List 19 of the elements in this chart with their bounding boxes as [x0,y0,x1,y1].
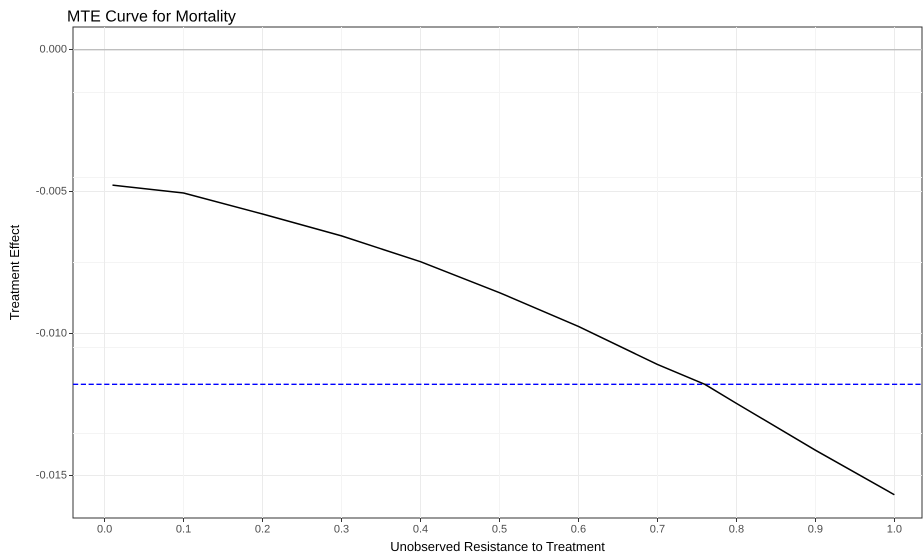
y-tick-label: -0.005 [36,186,67,198]
x-tick-label: 0.8 [728,524,744,536]
x-tick-label: 0.4 [412,524,428,536]
x-tick-label: 1.0 [886,524,902,536]
y-tick-label: 0.000 [39,44,67,56]
x-tick-label: 0.7 [650,524,666,536]
chart-title: MTE Curve for Mortality [67,8,236,26]
x-tick-label: 0.0 [96,524,112,536]
x-tick-label: 0.9 [808,524,824,536]
x-tick-label: 0.2 [254,524,270,536]
x-tick-label: 0.6 [570,524,586,536]
y-tick-label: -0.010 [36,328,67,340]
x-tick-label: 0.1 [176,524,192,536]
x-axis-title: Unobserved Resistance to Treatment [390,539,606,554]
line-series [112,184,896,496]
x-tick-label: 0.5 [492,524,508,536]
y-axis-title: Treatment Effect [7,224,22,320]
y-tick-label: -0.015 [36,469,67,482]
x-tick-label: 0.3 [334,524,350,536]
